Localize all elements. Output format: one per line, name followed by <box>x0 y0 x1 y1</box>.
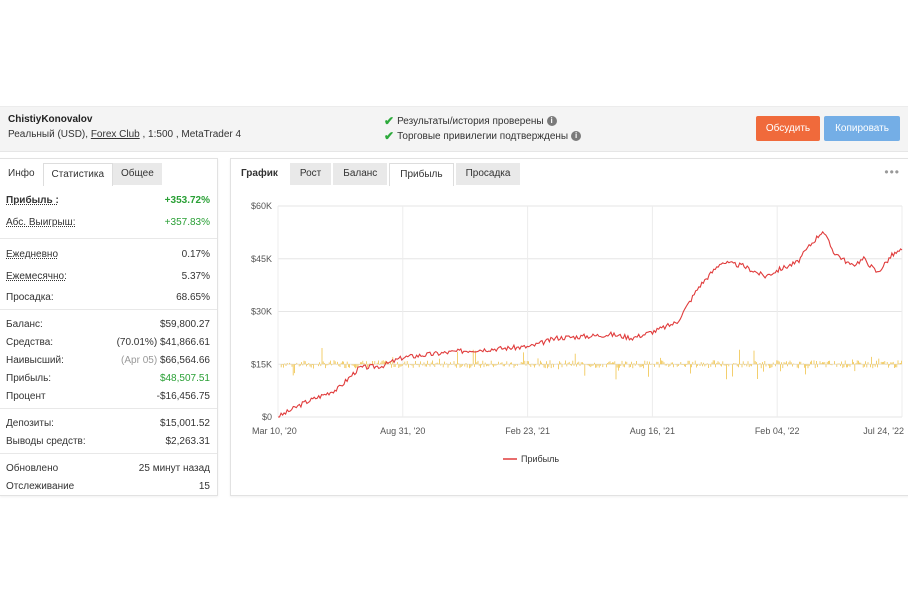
tab-statistics[interactable]: Статистика <box>42 163 114 186</box>
stat-label[interactable]: Прибыль : <box>6 194 59 206</box>
account-info: Реальный (USD), Forex Club , 1:500 , Met… <box>8 129 241 140</box>
stat-value: $2,263.31 <box>165 435 211 447</box>
stat-value: $48,507.51 <box>159 372 210 384</box>
equity-pct: (70.01%) <box>116 336 158 348</box>
stat-value: +353.72% <box>164 194 210 206</box>
tab-general[interactable]: Общее <box>113 163 162 185</box>
stat-value: $15,001.52 <box>159 417 210 429</box>
verified-privileges-text: Торговые привилегии подтверждены <box>397 130 569 142</box>
info-icon[interactable]: i <box>546 116 557 126</box>
stat-value: 25 минут назад <box>138 462 210 474</box>
stat-abs-gain: Абс. Выигрыш: +357.83% <box>6 214 210 230</box>
x-tick-label: Jul 24, '22 <box>863 426 904 436</box>
highest-amount: $66,564.66 <box>159 354 210 366</box>
x-tick-label: Aug 31, '20 <box>380 426 425 436</box>
stat-label: Прибыль: <box>6 372 52 384</box>
y-tick-label: $30K <box>251 307 272 317</box>
stat-label[interactable]: Ежедневно <box>6 248 59 260</box>
chart-legend: Прибыль <box>503 454 559 464</box>
discuss-button[interactable]: Обсудить <box>756 116 820 141</box>
chart-tabs: График Рост Баланс Прибыль Просадка <box>231 159 522 186</box>
tab-growth[interactable]: Рост <box>289 163 332 185</box>
equity-amount: $41,866.61 <box>159 336 210 348</box>
stat-daily: Ежедневно 0.17% <box>6 246 210 262</box>
stat-value: 68.65% <box>176 291 210 303</box>
stat-balance: Баланс: $59,800.27 <box>6 316 210 332</box>
stat-label: Отслеживание <box>6 480 75 492</box>
stat-label: Средства: <box>6 336 54 348</box>
stat-value: $59,800.27 <box>159 318 210 330</box>
account-type: Реальный (USD), <box>8 129 91 140</box>
y-tick-label: $45K <box>251 254 272 264</box>
y-tick-label: $15K <box>251 359 272 369</box>
stat-interest: Процент -$16,456.75 <box>6 388 210 404</box>
x-tick-label: Aug 16, '21 <box>630 426 675 436</box>
stat-value: 5.37% <box>181 270 210 282</box>
account-header: ChistiyKonovalov Реальный (USD), Forex C… <box>0 106 908 152</box>
stat-withdrawals: Выводы средств: $2,263.31 <box>6 433 210 449</box>
broker-link[interactable]: Forex Club <box>90 129 140 140</box>
stat-label: Просадка: <box>6 291 54 303</box>
more-dots-icon[interactable]: ••• <box>884 165 900 179</box>
stat-label: Депозиты: <box>6 417 54 429</box>
stat-profit-amount: Прибыль: $48,507.51 <box>6 370 210 386</box>
account-name[interactable]: ChistiyKonovalov <box>8 114 93 125</box>
tab-drawdown[interactable]: Просадка <box>455 163 521 185</box>
highest-date: (Apr 05) <box>121 354 158 366</box>
y-tick-label: $60K <box>251 201 272 211</box>
x-tick-label: Mar 10, '20 <box>252 426 297 436</box>
divider <box>0 309 217 310</box>
stat-value: -$16,456.75 <box>156 390 210 402</box>
check-icon: ✔ <box>384 114 395 128</box>
stat-value: +357.83% <box>164 216 210 228</box>
x-tick-label: Feb 23, '21 <box>505 426 550 436</box>
stat-profit-pct: Прибыль : +353.72% <box>6 192 210 208</box>
divider <box>0 238 217 239</box>
stat-value: 0.17% <box>181 248 210 260</box>
verified-history: ✔ Результаты/история проверены i <box>384 114 557 128</box>
daily-profit-bars <box>279 348 902 380</box>
stat-monthly: Ежемесячно: 5.37% <box>6 268 210 284</box>
stat-value: 15 <box>198 480 210 492</box>
stat-deposits: Депозиты: $15,001.52 <box>6 415 210 431</box>
check-icon: ✔ <box>384 129 395 143</box>
verified-history-text: Результаты/история проверены <box>397 115 544 127</box>
stat-tracking: Отслеживание 15 <box>6 478 210 494</box>
stat-label[interactable]: Абс. Выигрыш: <box>6 216 76 228</box>
info-icon[interactable]: i <box>571 131 582 141</box>
stat-equity: Средства: (70.01%) $41,866.61 <box>6 334 210 350</box>
stat-value: (70.01%) $41,866.61 <box>117 337 210 348</box>
tab-balance[interactable]: Баланс <box>333 163 388 185</box>
stat-drawdown: Просадка: 68.65% <box>6 289 210 305</box>
legend-label[interactable]: Прибыль <box>521 454 559 464</box>
verified-privileges: ✔ Торговые привилегии подтверждены i <box>384 129 582 143</box>
profit-line-path <box>278 230 903 418</box>
stat-label: Наивысший: <box>6 354 64 366</box>
y-axis-labels: $0 $15K $30K $45K $60K <box>251 201 272 422</box>
x-axis-labels: Mar 10, '20 Aug 31, '20 Feb 23, '21 Aug 16,… <box>252 426 904 436</box>
stat-label: Обновлено <box>6 462 59 474</box>
y-tick-label: $0 <box>262 412 272 422</box>
tab-profit[interactable]: Прибыль <box>389 163 454 186</box>
chart-panel: График Рост Баланс Прибыль Просадка ••• … <box>230 158 908 496</box>
chart-grid <box>277 205 903 418</box>
tab-info[interactable]: Инфо <box>8 168 35 179</box>
stats-tabs: Инфо Статистика Общее <box>0 159 162 186</box>
divider <box>0 453 217 454</box>
profit-chart: $0 $15K $30K $45K $60K Mar 10, '20 Aug 31, '2… <box>251 201 904 464</box>
tab-graph[interactable]: График <box>231 163 288 185</box>
stats-panel: Инфо Статистика Общее Прибыль : +353.72%… <box>0 158 218 496</box>
stat-value: (Apr 05) $66,564.66 <box>121 355 210 366</box>
stat-updated: Обновлено 25 минут назад <box>6 460 210 476</box>
x-tick-label: Feb 04, '22 <box>755 426 800 436</box>
account-leverage-platform: , 1:500 , MetaTrader 4 <box>139 129 242 140</box>
stat-label[interactable]: Ежемесячно: <box>6 270 67 282</box>
stat-highest: Наивысший: (Apr 05) $66,564.66 <box>6 352 210 368</box>
stat-label: Выводы средств: <box>6 435 86 447</box>
stat-label: Баланс: <box>6 318 43 330</box>
stat-label: Процент <box>6 390 46 402</box>
profit-line <box>278 230 903 418</box>
copy-button[interactable]: Копировать <box>824 116 900 141</box>
divider <box>0 408 217 409</box>
